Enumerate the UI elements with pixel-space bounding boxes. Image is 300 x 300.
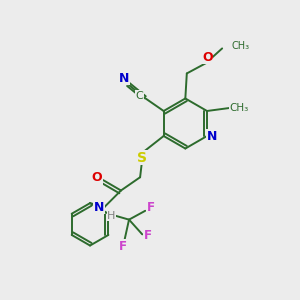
Text: S: S	[137, 151, 148, 164]
Text: F: F	[119, 240, 127, 253]
Text: N: N	[94, 201, 104, 214]
Text: F: F	[146, 201, 154, 214]
Text: N: N	[207, 130, 217, 142]
Text: O: O	[92, 171, 102, 184]
Text: CH₃: CH₃	[232, 41, 250, 51]
Text: C: C	[135, 91, 143, 101]
Text: H: H	[107, 211, 116, 220]
Text: F: F	[144, 229, 152, 242]
Text: CH₃: CH₃	[230, 103, 249, 113]
Text: O: O	[202, 51, 213, 64]
Text: N: N	[119, 71, 129, 85]
